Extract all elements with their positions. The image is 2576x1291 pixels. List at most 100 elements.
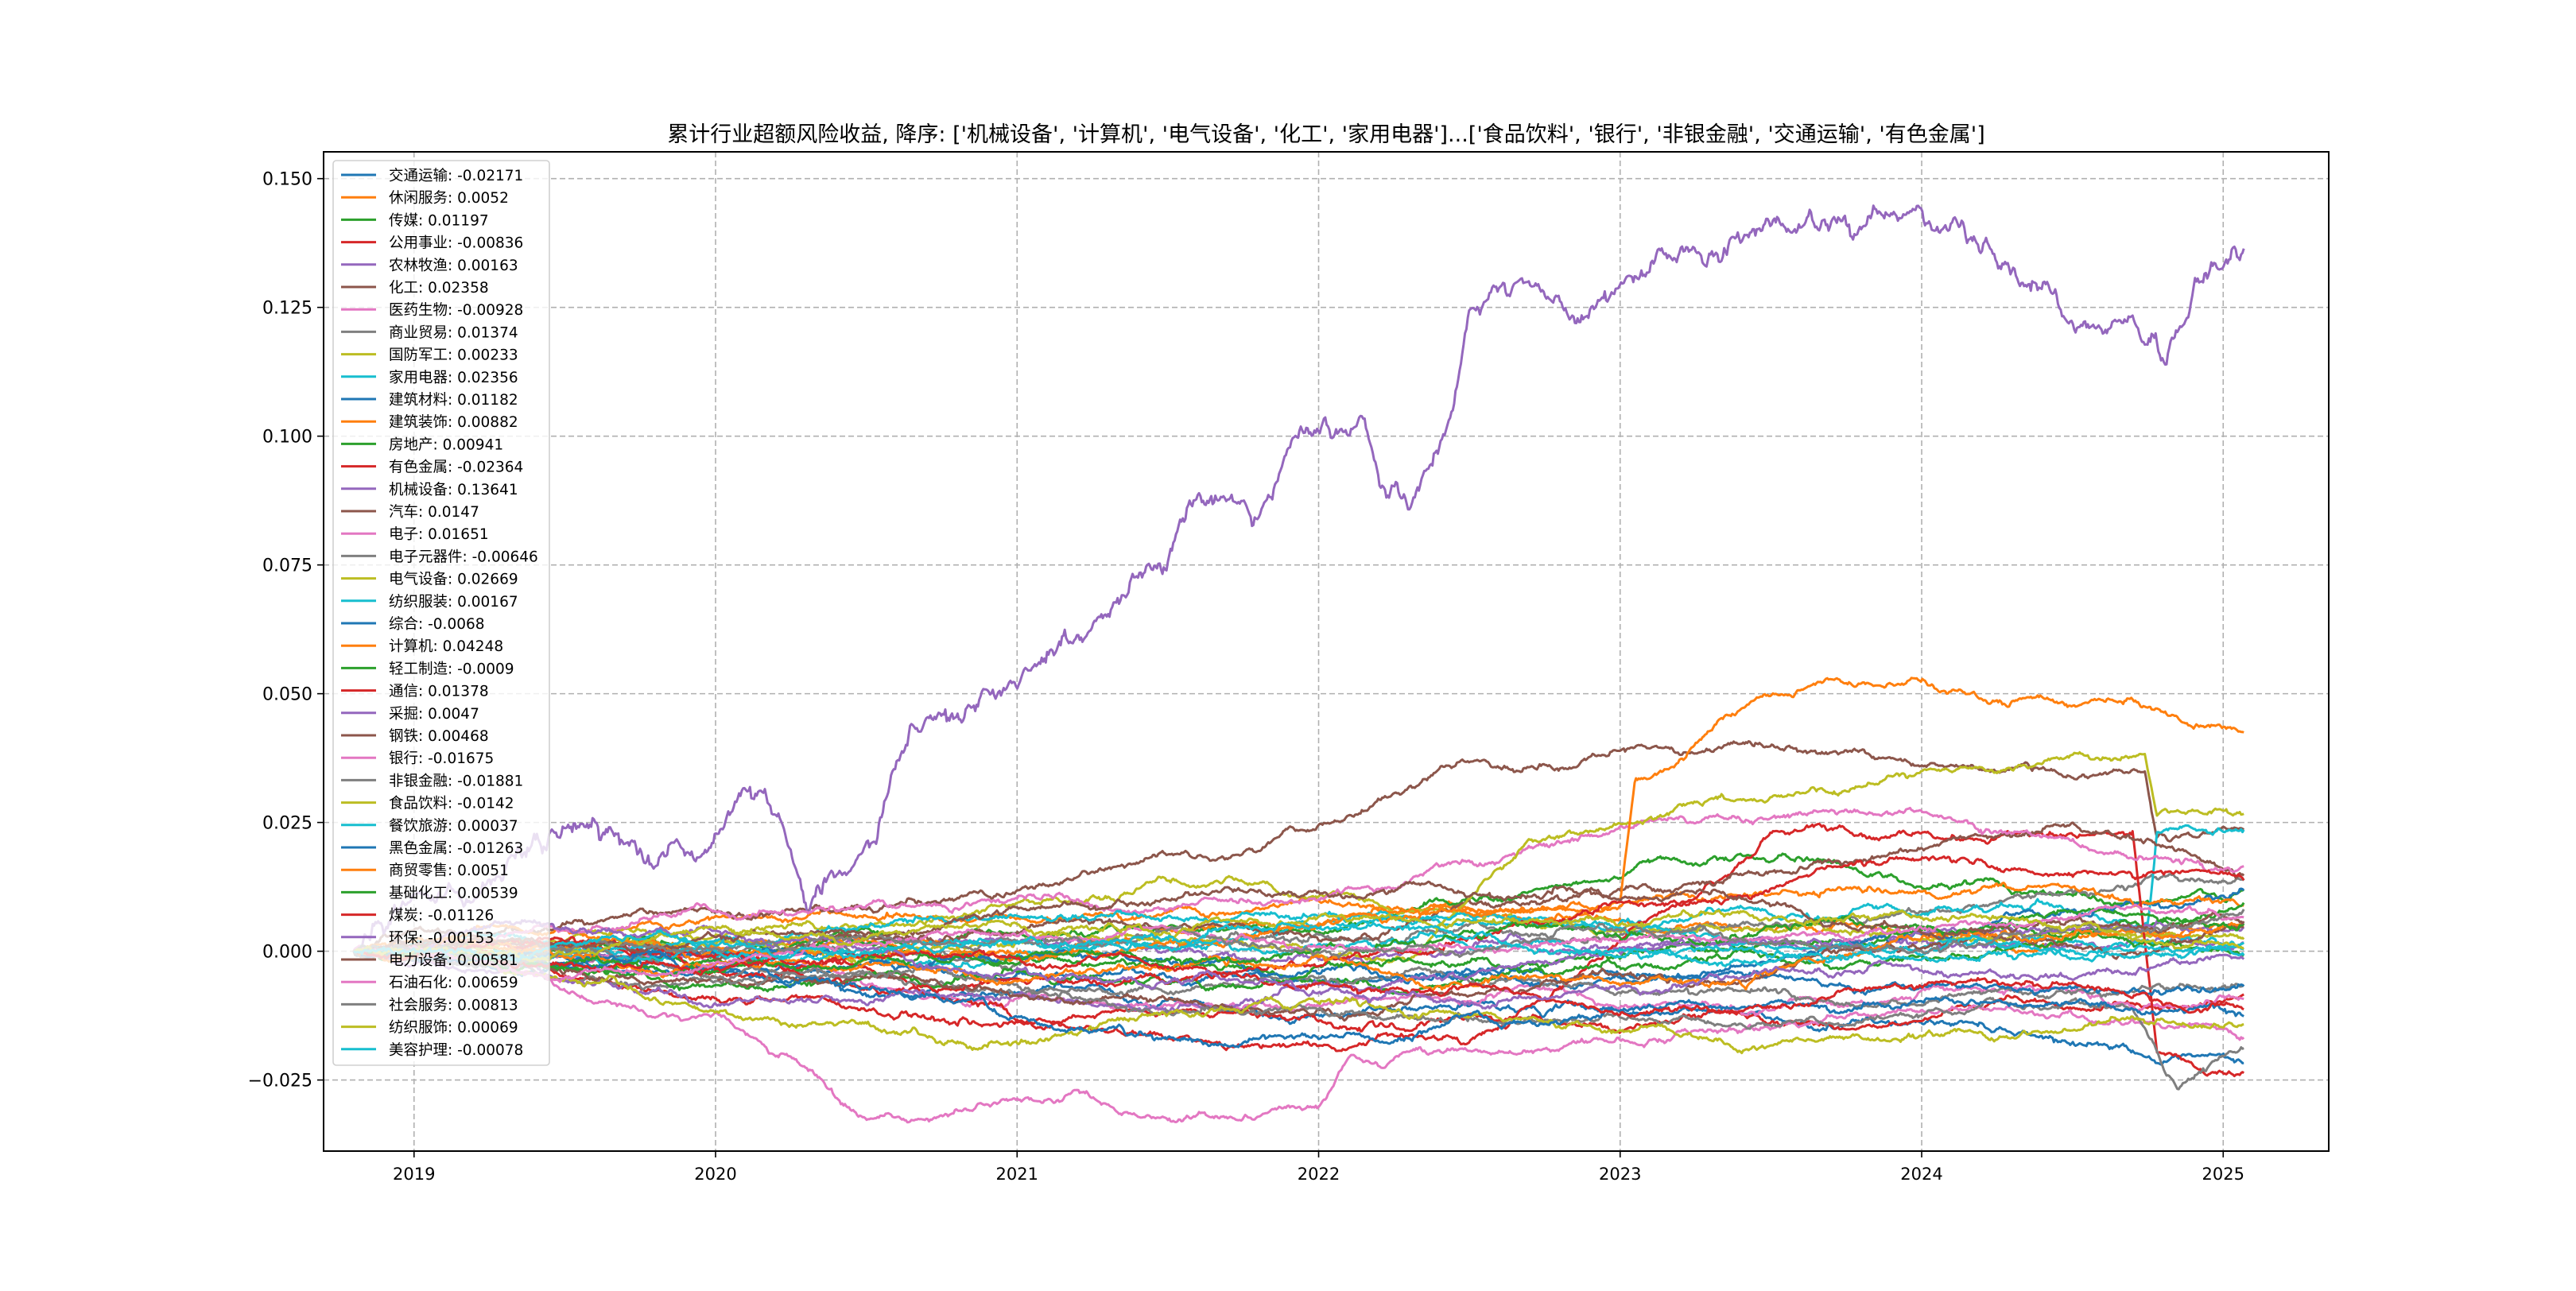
legend-item: 纺织服装: 0.00167 [341, 594, 518, 611]
legend-item: 基础化工: 0.00539 [341, 885, 518, 901]
legend-label: 电子元器件: -0.00646 [389, 549, 538, 565]
legend-item: 钢铁: 0.00468 [341, 728, 489, 745]
series-line-美容护理 [353, 921, 2245, 963]
chart-title: 累计行业超额风险收益, 降序: ['机械设备', '计算机', '电气设备', … [667, 122, 1985, 147]
legend-label: 电气设备: 0.02669 [389, 572, 518, 588]
legend: 交通运输: -0.02171 休闲服务: 0.0052 传媒: 0.01197 公用事… [332, 160, 550, 1066]
series-line-化工 [353, 740, 2245, 953]
legend-label: 环保: -0.00153 [389, 930, 494, 947]
legend-label: 商业贸易: 0.01374 [389, 324, 518, 341]
legend-item: 非银金融: -0.01881 [341, 773, 523, 789]
legend-label: 基础化工: 0.00539 [389, 885, 518, 901]
legend-item: 电子元器件: -0.00646 [341, 549, 538, 565]
legend-item: 黑色金属: -0.01263 [341, 840, 523, 857]
legend-item: 轻工制造: -0.0009 [341, 661, 514, 677]
legend-label: 钢铁: 0.00468 [389, 728, 489, 745]
legend-item: 环保: -0.00153 [341, 930, 494, 947]
legend-item: 美容护理: -0.00078 [341, 1042, 523, 1059]
y-tick-label: 0.050 [262, 685, 312, 705]
series-line-机械设备 [352, 204, 2245, 957]
legend-item: 商贸零售: 0.0051 [341, 863, 509, 879]
series-line-煤炭 [353, 948, 2244, 1018]
legend-label: 机械设备: 0.13641 [389, 482, 518, 498]
legend-label: 医药生物: -0.00928 [389, 302, 523, 319]
legend-item: 化工: 0.02358 [341, 280, 489, 297]
legend-label: 煤炭: -0.01126 [389, 908, 494, 925]
legend-item: 电力设备: 0.00581 [341, 952, 518, 969]
legend-label: 房地产: 0.00941 [389, 436, 503, 453]
series-line-食品饮料 [352, 945, 2244, 1055]
legend-label: 电力设备: 0.00581 [389, 952, 518, 969]
legend-label: 黑色金属: -0.01263 [389, 840, 523, 857]
series-line-黑色金属 [353, 948, 2244, 1049]
plot-frame [323, 151, 2330, 1152]
legend-label: 建筑装饰: 0.00882 [389, 414, 518, 431]
legend-label: 传媒: 0.01197 [389, 212, 489, 229]
series-line-有色金属 [353, 822, 2245, 1078]
legend-item: 建筑材料: 0.01182 [341, 392, 518, 409]
series-line-计算机 [353, 677, 2244, 964]
legend-item: 机械设备: 0.13641 [341, 482, 518, 498]
legend-item: 电子: 0.01651 [341, 526, 489, 543]
legend-item: 有色金属: -0.02364 [341, 459, 523, 476]
legend-item: 石油石化: 0.00659 [341, 975, 518, 991]
y-tick-label: 0.025 [262, 814, 312, 834]
legend-item: 综合: -0.0068 [341, 616, 485, 633]
legend-label: 美容护理: -0.00078 [389, 1042, 523, 1059]
legend-item: 房地产: 0.00941 [341, 436, 503, 453]
series-line-电力设备 [353, 880, 2245, 954]
legend-label: 汽车: 0.0147 [389, 504, 479, 521]
legend-item: 采掘: 0.0047 [341, 706, 479, 723]
legend-item: 医药生物: -0.00928 [341, 302, 523, 319]
legend-label: 休闲服务: 0.0052 [389, 190, 509, 207]
legend-item: 国防军工: 0.00233 [341, 347, 518, 364]
legend-label: 食品饮料: -0.0142 [389, 796, 514, 812]
legend-item: 社会服务: 0.00813 [341, 997, 518, 1014]
legend-item: 建筑装饰: 0.00882 [341, 414, 518, 431]
legend-item: 汽车: 0.0147 [341, 504, 479, 521]
legend-label: 纺织服装: 0.00167 [389, 594, 518, 611]
legend-item: 家用电器: 0.02356 [341, 370, 518, 386]
legend-label: 综合: -0.0068 [389, 616, 485, 633]
legend-item: 电气设备: 0.02669 [341, 572, 518, 588]
legend-item: 银行: -0.01675 [341, 750, 494, 767]
x-tick-label: 2025 [2202, 1165, 2244, 1184]
legend-label: 银行: -0.01675 [389, 750, 494, 767]
legend-label: 采掘: 0.0047 [389, 706, 479, 723]
series-line-电子 [353, 806, 2244, 958]
legend-label: 家用电器: 0.02356 [389, 370, 518, 386]
legend-label: 国防军工: 0.00233 [389, 347, 518, 364]
grid [324, 152, 2329, 1151]
series-line-钢铁 [353, 923, 2244, 1022]
legend-label: 餐饮旅游: 0.00037 [389, 818, 518, 835]
x-tick-label: 2023 [1599, 1165, 1641, 1184]
series-line-非银金融 [352, 946, 2244, 1091]
legend-frame [332, 160, 550, 1066]
x-tick-label: 2022 [1298, 1165, 1340, 1184]
legend-item: 计算机: 0.04248 [341, 638, 503, 655]
legend-label: 商贸零售: 0.0051 [389, 863, 509, 879]
legend-item: 公用事业: -0.00836 [341, 235, 523, 252]
series-line-综合 [353, 946, 2245, 996]
legend-label: 电子: 0.01651 [389, 526, 489, 543]
series-line-环保 [352, 919, 2245, 1010]
legend-label: 轻工制造: -0.0009 [389, 661, 514, 677]
legend-label: 交通运输: -0.02171 [389, 168, 523, 184]
legend-label: 农林牧渔: 0.00163 [389, 258, 518, 274]
legend-label: 化工: 0.02358 [389, 280, 489, 297]
x-tick-label: 2024 [1900, 1165, 1942, 1184]
legend-item: 传媒: 0.01197 [341, 212, 489, 229]
legend-label: 纺织服饰: 0.00069 [389, 1020, 518, 1037]
series-line-公用事业 [353, 944, 2244, 1034]
y-tick-label: −0.025 [248, 1072, 312, 1091]
series-line-石油石化 [352, 903, 2244, 983]
x-tick-label: 2021 [996, 1165, 1038, 1184]
legend-label: 计算机: 0.04248 [389, 638, 503, 655]
legend-label: 公用事业: -0.00836 [389, 235, 523, 252]
y-tick-label: 0.150 [262, 170, 312, 190]
legend-item: 食品饮料: -0.0142 [341, 796, 514, 812]
legend-label: 有色金属: -0.02364 [389, 459, 523, 476]
y-tick-label: 0.100 [262, 428, 312, 448]
legend-item: 餐饮旅游: 0.00037 [341, 818, 518, 835]
